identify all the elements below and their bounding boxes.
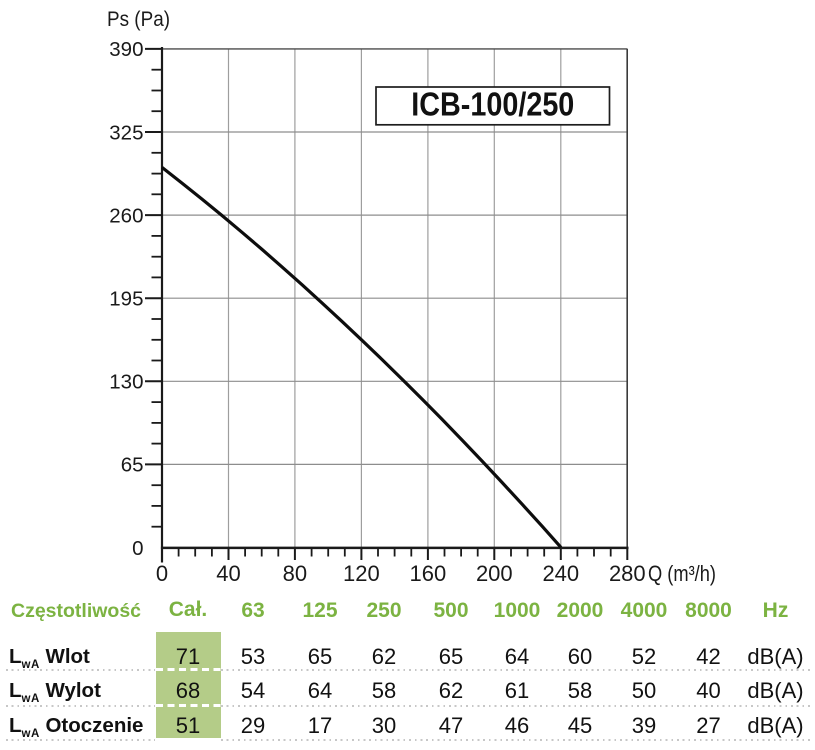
svg-text:260: 260 <box>109 204 143 227</box>
svg-text:ICB-100/250: ICB-100/250 <box>411 85 574 122</box>
svg-text:40: 40 <box>216 561 240 586</box>
svg-text:0: 0 <box>132 537 143 560</box>
svg-text:0: 0 <box>156 561 168 586</box>
svg-text:280: 280 <box>609 561 646 586</box>
svg-text:200: 200 <box>476 561 513 586</box>
svg-text:325: 325 <box>109 121 143 144</box>
svg-text:65: 65 <box>121 454 144 477</box>
svg-text:390: 390 <box>109 38 143 61</box>
svg-text:Ps (Pa): Ps (Pa) <box>107 8 170 31</box>
svg-text:160: 160 <box>410 561 447 586</box>
svg-text:195: 195 <box>109 288 143 311</box>
svg-text:120: 120 <box>343 561 380 586</box>
svg-text:Q (m³/h): Q (m³/h) <box>648 561 716 586</box>
svg-text:80: 80 <box>283 561 307 586</box>
svg-text:240: 240 <box>542 561 579 586</box>
svg-text:130: 130 <box>109 371 143 394</box>
